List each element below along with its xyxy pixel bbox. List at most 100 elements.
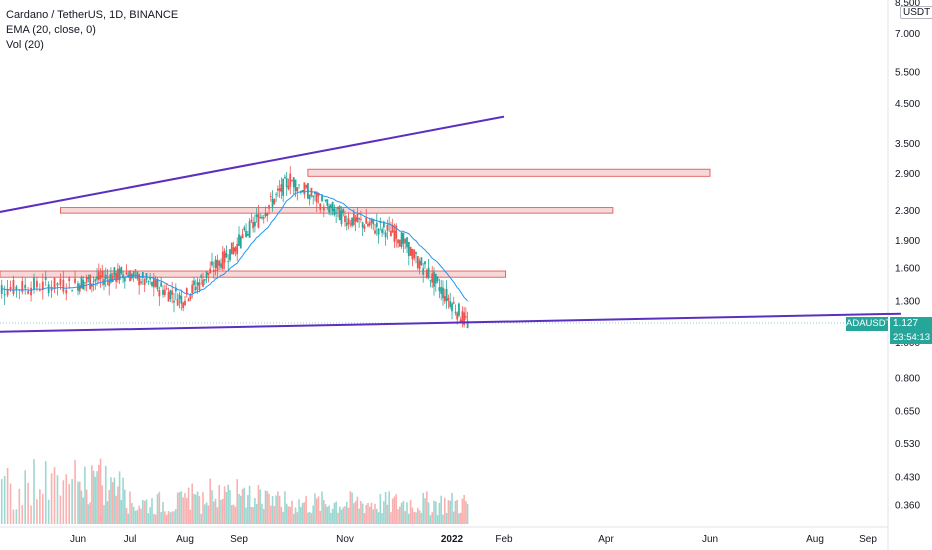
volume-bar (12, 509, 15, 524)
time-tick-label: Jun (702, 534, 718, 545)
candle-body (466, 320, 469, 329)
candle-body (214, 259, 217, 268)
candle-body (379, 221, 382, 223)
candle-body (50, 286, 53, 291)
candle-body (287, 185, 290, 190)
volume-bar (27, 482, 29, 524)
volume-bar (328, 505, 330, 524)
volume-bar (424, 498, 426, 524)
time-tick-label: Apr (598, 534, 614, 545)
volume-bar (189, 509, 192, 524)
candle-body (227, 261, 230, 262)
volume-bar (196, 491, 199, 524)
volume-bar (227, 484, 229, 524)
volume-bar (337, 512, 339, 524)
volume-bar (303, 502, 306, 524)
candle-body (129, 270, 131, 282)
volume-bar (255, 504, 258, 524)
volume-bar (106, 501, 109, 524)
candle-body (238, 234, 240, 246)
trendline[interactable] (0, 312, 901, 333)
volume-bar (259, 489, 261, 524)
trendlines[interactable] (0, 115, 901, 333)
volume-bar (24, 470, 26, 524)
volume-bar (91, 465, 93, 524)
candle-body (24, 284, 27, 289)
volume-bar (18, 488, 21, 524)
candle-body (59, 278, 62, 286)
candle-body (141, 272, 144, 278)
time-tick-label: Aug (176, 534, 194, 545)
resistance-zones[interactable] (0, 168, 711, 278)
candle-body (123, 277, 126, 282)
volume-bar (74, 459, 76, 524)
price-tick-label: 3.500 (895, 139, 920, 150)
candle-body (189, 294, 192, 299)
trendline[interactable] (0, 115, 505, 214)
volume-bar (241, 489, 244, 524)
volume-bar (406, 502, 408, 524)
volume-bar (231, 505, 233, 524)
volume-bar (310, 513, 313, 524)
candle-body (239, 236, 242, 249)
ema-20-line (1, 190, 468, 302)
candle-body (118, 268, 121, 281)
volume-bar (143, 500, 146, 524)
candle-body (337, 206, 339, 210)
volume-bar (301, 502, 304, 524)
candle-body (342, 209, 345, 214)
candle-body (276, 188, 279, 191)
candle-body (312, 195, 315, 198)
volume-bar (390, 512, 392, 524)
candlestick-series (0, 166, 469, 329)
volume-bar (108, 489, 110, 524)
resistance-zone[interactable] (307, 168, 711, 177)
volume-bar (372, 509, 375, 524)
candle-body (461, 311, 464, 323)
price-tick-label: 1.600 (895, 264, 920, 275)
volume-bar (223, 486, 226, 524)
volume-bar (400, 502, 403, 524)
candle-body (27, 291, 30, 294)
ema-line (1, 190, 468, 302)
volume-bar (33, 459, 35, 524)
volume-bar (312, 505, 314, 524)
candle-body (275, 194, 277, 195)
volume-legend: Vol (20) (6, 39, 44, 51)
volume-bar (459, 512, 462, 524)
candle-body (291, 179, 293, 181)
volume-bar (250, 506, 253, 524)
candle-body (431, 273, 434, 283)
volume-bar (268, 493, 270, 524)
candle-body (62, 279, 65, 292)
volume-bar (94, 476, 97, 524)
candle-body (442, 287, 444, 299)
volume-bar (186, 498, 188, 524)
resistance-zone[interactable] (0, 270, 507, 278)
candle-body (115, 273, 118, 282)
volume-bar (367, 502, 369, 524)
candle-body (209, 268, 212, 274)
candle-body (433, 271, 435, 287)
time-tick-label: Sep (230, 534, 248, 545)
volume-bar (308, 511, 311, 524)
currency-label[interactable]: USDT (900, 6, 932, 19)
candle-body (264, 212, 267, 217)
volume-bar (115, 495, 117, 524)
resistance-zone[interactable] (60, 207, 614, 214)
volume-bar (391, 498, 394, 524)
volume-bar (71, 479, 73, 524)
candle-body (38, 290, 41, 291)
candle-body (434, 273, 437, 284)
volume-bar (140, 508, 142, 524)
volume-bar (461, 498, 464, 524)
candle-body (0, 285, 3, 294)
candle-body (452, 302, 455, 304)
candle-body (41, 281, 44, 291)
candle-body (203, 279, 206, 281)
candle-body (246, 233, 249, 236)
volume-bar (294, 507, 297, 524)
volume-bar (465, 501, 467, 524)
volume-bar (266, 491, 269, 524)
